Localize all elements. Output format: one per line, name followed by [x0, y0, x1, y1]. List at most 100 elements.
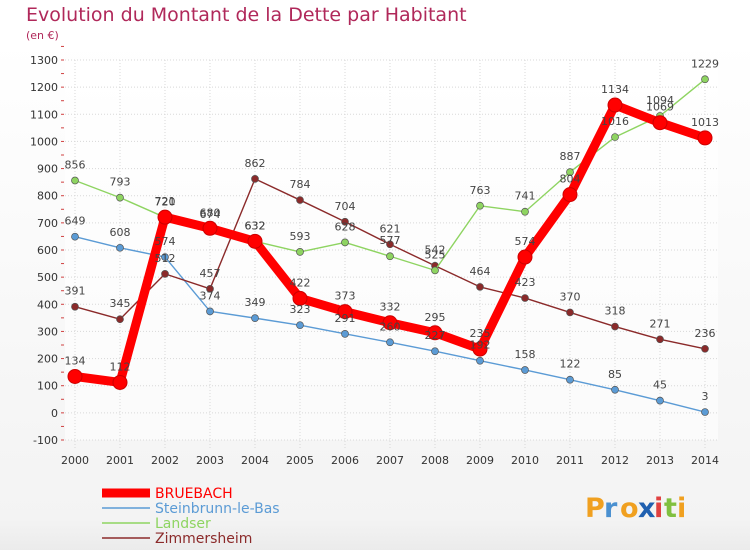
y-tick-label: 400	[37, 298, 58, 311]
data-point	[476, 356, 484, 365]
data-point	[71, 176, 79, 185]
data-point	[337, 304, 353, 320]
data-point	[521, 366, 529, 374]
data-point	[161, 253, 169, 261]
x-tick-label: 2009	[466, 454, 494, 467]
y-tick-label: 1100	[30, 108, 58, 121]
data-label: 323	[290, 303, 311, 316]
data-point	[116, 243, 124, 252]
data-point	[296, 196, 304, 204]
data-point	[251, 314, 259, 322]
data-point	[611, 322, 619, 331]
y-tick-label: -100	[33, 434, 58, 447]
y-tick-label: 600	[37, 244, 58, 257]
data-label: 674	[200, 208, 221, 221]
data-point	[562, 187, 578, 203]
data-label: 704	[335, 200, 356, 213]
data-label: 577	[380, 234, 401, 247]
data-label: 720	[155, 195, 176, 208]
data-label: 887	[560, 150, 581, 163]
data-label: 1069	[646, 101, 674, 114]
y-tick-label: 300	[37, 325, 58, 338]
data-label: 741	[515, 190, 536, 203]
data-label: 291	[335, 312, 356, 325]
x-tick-label: 2007	[376, 454, 404, 467]
data-label: 632	[245, 219, 266, 232]
legend: BRUEBACHSteinbrunn-le-BasLandserZimmersh…	[102, 486, 280, 547]
data-label: 621	[380, 222, 401, 235]
data-point	[296, 248, 304, 256]
data-label: 680	[200, 206, 221, 219]
legend-label: BRUEBACH	[155, 486, 233, 502]
logo-letter: t	[664, 493, 677, 524]
data-point	[521, 294, 529, 302]
data-point	[566, 375, 574, 384]
data-label: 349	[245, 296, 266, 309]
data-label: 784	[290, 178, 311, 191]
data-label: 856	[65, 159, 86, 172]
x-tick-label: 2014	[691, 454, 719, 467]
data-label: 112	[110, 360, 131, 373]
data-label: 260	[380, 320, 401, 333]
x-tick-label: 2005	[286, 454, 314, 467]
data-label: 45	[653, 379, 667, 392]
data-point	[341, 330, 349, 338]
data-point	[247, 233, 263, 249]
data-label: 3	[702, 390, 709, 403]
y-tick-label: 200	[37, 353, 58, 366]
data-label: 122	[560, 358, 581, 371]
data-point	[116, 315, 124, 324]
data-label: 608	[110, 226, 131, 239]
data-point	[427, 325, 443, 341]
data-label: 862	[245, 157, 266, 170]
data-point	[206, 284, 214, 293]
y-tick-label: 1300	[30, 54, 58, 67]
data-point	[701, 75, 709, 84]
x-tick-label: 2003	[196, 454, 224, 467]
data-point	[431, 347, 439, 356]
logo-letter: P	[585, 493, 605, 524]
data-point	[521, 207, 529, 216]
data-label: 235	[470, 327, 491, 340]
data-point	[112, 374, 128, 390]
data-point	[611, 133, 619, 141]
y-tick-label: 800	[37, 190, 58, 203]
data-label: 422	[290, 276, 311, 289]
series-layer	[67, 75, 713, 416]
data-label: 318	[605, 305, 626, 318]
data-point	[607, 97, 623, 113]
data-point	[71, 232, 79, 241]
data-label: 158	[515, 348, 536, 361]
data-label: 345	[110, 297, 131, 310]
y-tick-label: 0	[51, 407, 58, 420]
data-point	[697, 130, 713, 146]
data-label: 1013	[691, 116, 719, 129]
data-label: 1229	[691, 57, 719, 70]
data-point	[517, 249, 533, 265]
y-tick-label: 900	[37, 163, 58, 176]
data-label: 457	[200, 267, 221, 280]
data-label: 574	[155, 235, 176, 248]
x-tick-label: 2010	[511, 454, 539, 467]
data-label: 374	[200, 289, 221, 302]
data-label: 721	[155, 195, 176, 208]
data-point	[251, 175, 259, 183]
data-point	[71, 302, 79, 311]
data-point	[431, 266, 439, 275]
data-point	[566, 168, 574, 176]
data-point	[161, 270, 169, 278]
data-label-layer: 649 608 574 374 349 323 291 260 227 192 158 122 85 45…	[65, 57, 720, 403]
axis-layer: -100 0 100 200 300 400 500 600 700 800 900 1000 1100…	[30, 45, 719, 467]
data-label: 1016	[601, 115, 629, 128]
chart-subtitle: (en €)	[26, 29, 59, 42]
x-tick-label: 2013	[646, 454, 674, 467]
data-point	[386, 252, 394, 261]
data-label: 628	[335, 220, 356, 233]
y-tick-label: 500	[37, 271, 58, 284]
data-point	[296, 321, 304, 330]
data-point	[652, 115, 668, 131]
data-point	[341, 217, 349, 226]
